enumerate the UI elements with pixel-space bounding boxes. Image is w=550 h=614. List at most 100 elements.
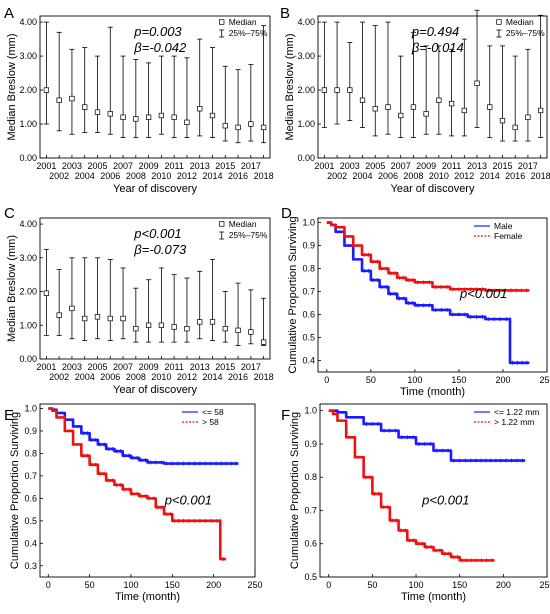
y-tick-label: 0.6 — [304, 539, 317, 549]
median-marker — [410, 104, 417, 110]
y-tick-label: 0.6 — [24, 493, 37, 503]
legend-median-marker — [496, 19, 502, 25]
x-tick-label: 2012 — [177, 171, 197, 181]
median-marker — [474, 80, 480, 86]
x-tick-label: 2014 — [480, 171, 500, 181]
y-tick-label: 0.4 — [302, 356, 315, 366]
x-tick-label: 2015 — [215, 362, 235, 372]
x-tick-label: 2006 — [100, 171, 120, 181]
x-tick-label: 150 — [451, 375, 466, 385]
x-tick-label: 2011 — [164, 362, 183, 372]
median-marker — [347, 87, 353, 93]
y-tick-label: 0.8 — [302, 264, 315, 274]
survival-curve-group-1 — [326, 221, 530, 365]
median-marker — [248, 329, 254, 335]
y-tick-label: 2.00 — [297, 85, 315, 95]
survival-curve-group-1 — [328, 409, 526, 462]
y-tick-label: 0.9 — [302, 241, 315, 251]
x-axis-label: Year of discovery — [391, 183, 475, 195]
median-marker — [448, 100, 455, 107]
median-marker — [120, 114, 126, 120]
x-tick-label: 2007 — [113, 161, 133, 171]
x-tick-label: 2016 — [228, 372, 248, 382]
legend-range-label: 25%–75% — [229, 28, 268, 38]
legend-label: > 58 — [202, 417, 219, 427]
x-tick-label: 2003 — [62, 161, 82, 171]
y-axis-label: Cumulative Proportion Surviving — [289, 412, 301, 569]
legend-median-marker — [219, 19, 225, 25]
y-axis-label: Cumulative Proportion Surviving — [287, 216, 299, 373]
median-marker — [461, 107, 467, 114]
median-marker — [158, 112, 165, 119]
x-tick-label: 2011 — [164, 161, 183, 171]
x-tick-label: 2007 — [113, 362, 133, 372]
x-tick-label: 2010 — [151, 171, 171, 181]
x-tick-label: 2001 — [36, 161, 56, 171]
x-tick-label: 200 — [206, 580, 221, 590]
x-tick-label: 200 — [495, 375, 510, 385]
x-tick-label: 2009 — [139, 362, 159, 372]
legend-label: <= 58 — [202, 407, 224, 417]
x-tick-label: 2008 — [403, 171, 423, 181]
x-tick-label: 150 — [452, 580, 467, 590]
x-tick-label: 2015 — [492, 161, 512, 171]
panel-letter: E — [4, 407, 14, 424]
x-axis-label: Year of discovery — [113, 183, 197, 195]
legend-range-label: 25%–75% — [229, 230, 268, 240]
median-marker — [334, 87, 340, 93]
median-marker — [94, 109, 101, 115]
median-marker — [436, 97, 442, 103]
x-tick-label: 2009 — [139, 161, 159, 171]
p-value: p=0.003 — [133, 24, 182, 39]
y-tick-label: 1.0 — [304, 406, 317, 416]
panel-letter: C — [4, 205, 15, 222]
x-tick-label: 2005 — [87, 161, 107, 171]
y-axis-label: Cumulative Proportion Surviving — [9, 412, 21, 569]
x-tick-label: 2017 — [241, 161, 261, 171]
beta-value: β=-0.073 — [133, 242, 187, 257]
x-tick-label: 2005 — [87, 362, 107, 372]
x-tick-label: 50 — [85, 580, 95, 590]
x-tick-label: 2016 — [228, 171, 248, 181]
y-tick-label: 0.00 — [19, 354, 37, 364]
x-axis-label: Time (month) — [400, 386, 465, 398]
x-tick-label: 250 — [539, 580, 550, 590]
median-marker — [56, 97, 62, 103]
median-marker — [209, 319, 216, 325]
x-tick-label: 2005 — [365, 161, 385, 171]
survival-curve-group-2 — [326, 221, 530, 292]
x-tick-label: 2017 — [241, 362, 261, 372]
median-marker — [235, 327, 241, 333]
x-tick-label: 2002 — [49, 171, 69, 181]
x-tick-label: 2001 — [36, 362, 56, 372]
y-tick-label: 3.00 — [297, 51, 315, 61]
x-axis-label: Time (month) — [401, 591, 466, 603]
median-marker — [82, 104, 88, 110]
y-tick-label: 0.5 — [302, 333, 315, 343]
legend-median-label: Median — [229, 17, 257, 27]
x-tick-label: 200 — [496, 580, 511, 590]
median-marker — [133, 325, 139, 332]
x-tick-label: 2003 — [62, 362, 82, 372]
y-tick-label: 0.9 — [24, 426, 37, 436]
median-marker — [171, 324, 177, 330]
x-tick-label: 2018 — [254, 372, 274, 382]
median-marker — [69, 305, 75, 312]
beta-value: β=-0.014 — [411, 40, 464, 55]
y-tick-label: 3.00 — [19, 253, 37, 263]
x-tick-label: 2012 — [177, 372, 197, 382]
panel-C: C0.001.002.003.004.002001200220032004200… — [4, 205, 274, 396]
median-marker — [260, 124, 267, 131]
x-tick-label: 2004 — [353, 171, 373, 181]
x-tick-label: 250 — [539, 375, 550, 385]
p-value: p<0.001 — [421, 492, 469, 507]
plot-frame — [317, 15, 548, 159]
x-tick-label: 2010 — [151, 372, 171, 382]
y-axis-label: Median Breslow (mm) — [284, 34, 296, 141]
median-marker — [372, 106, 378, 112]
x-tick-label: 2017 — [518, 161, 538, 171]
median-marker — [525, 114, 531, 120]
y-tick-label: 1.00 — [297, 119, 315, 129]
x-axis-label: Time (month) — [115, 591, 180, 603]
